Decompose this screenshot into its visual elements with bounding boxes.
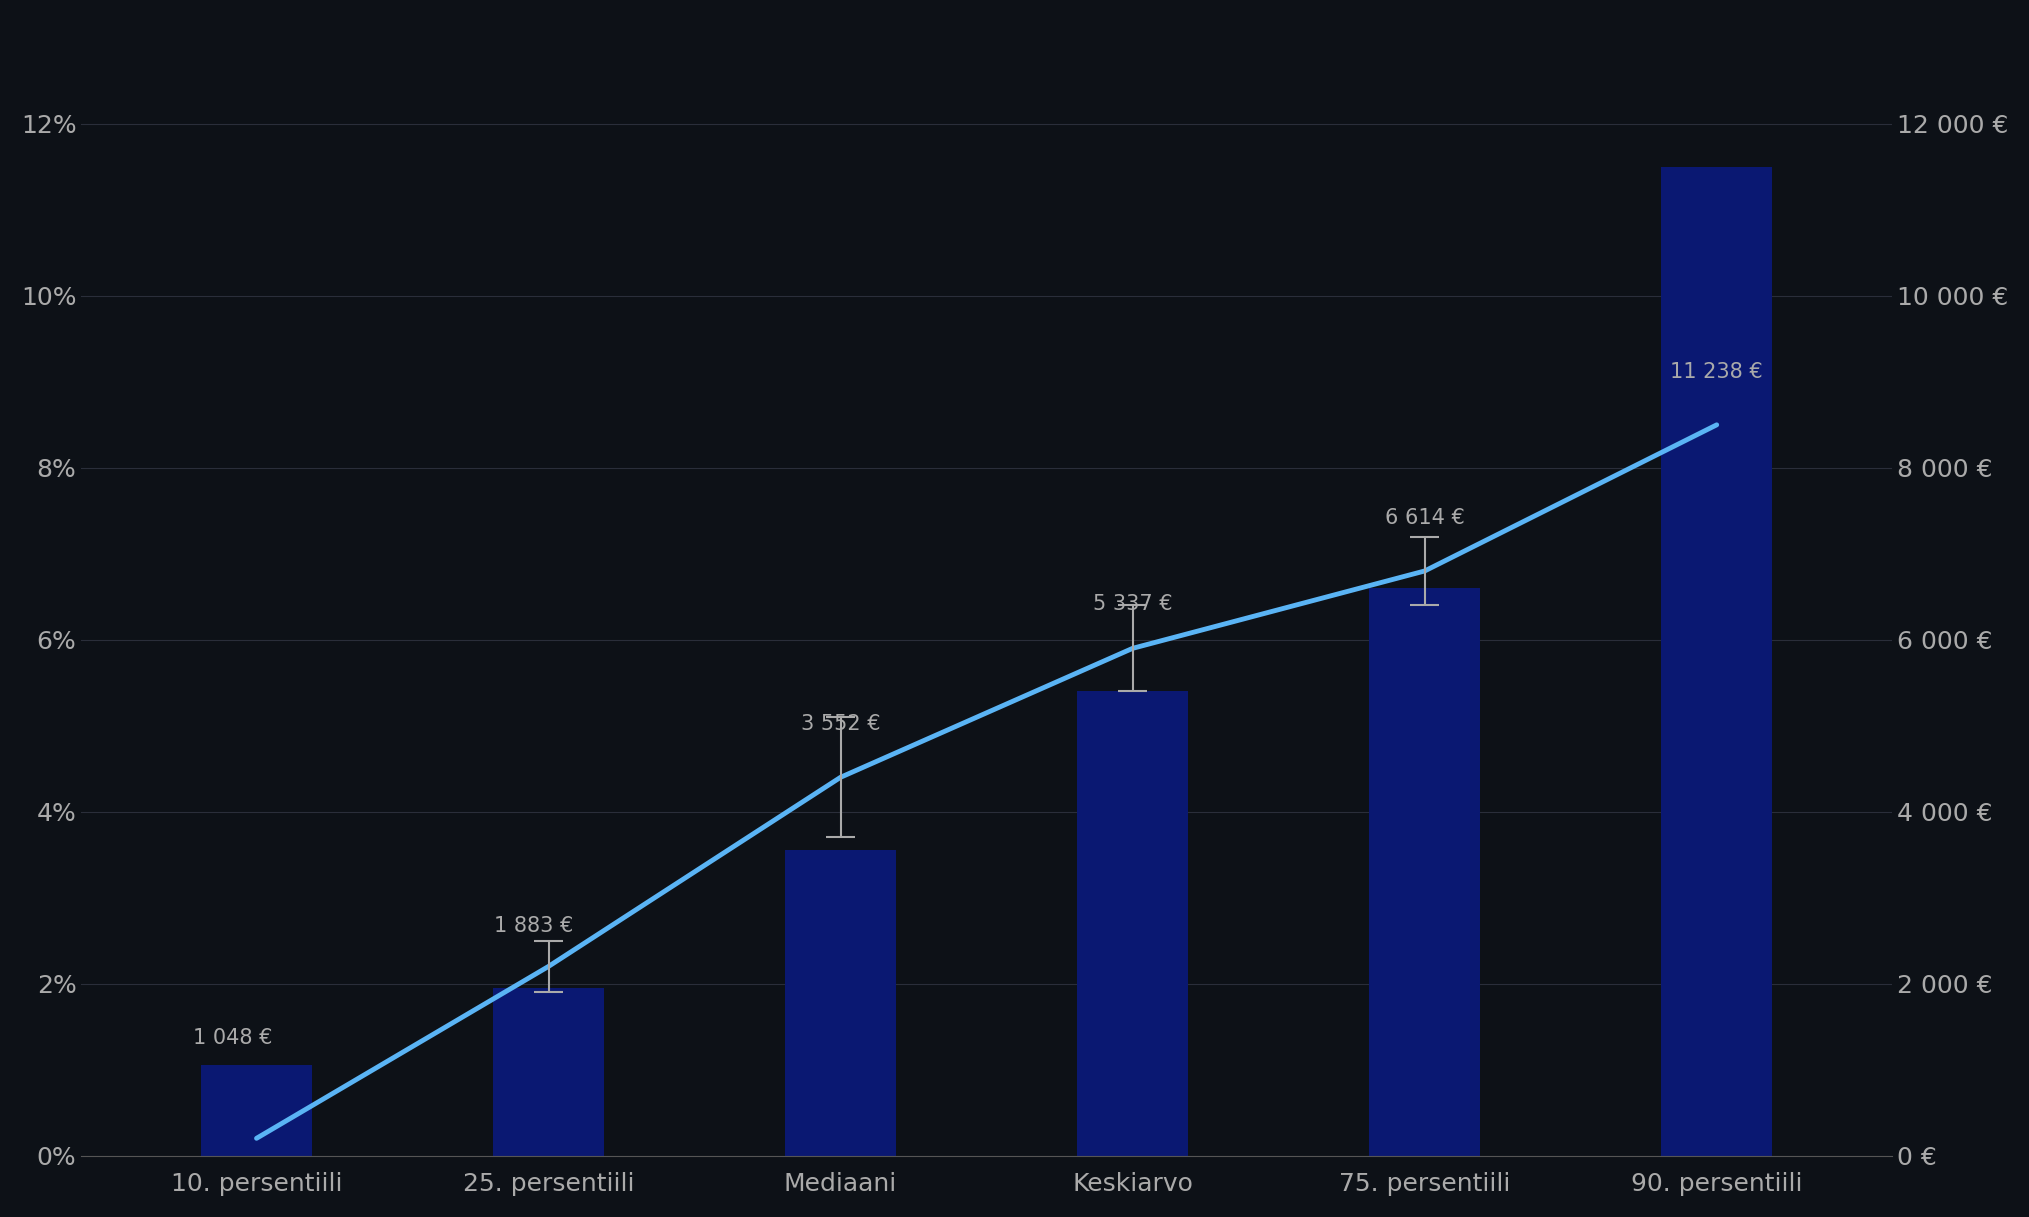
Text: 11 238 €: 11 238 € <box>1670 361 1763 382</box>
Text: 5 337 €: 5 337 € <box>1094 594 1173 613</box>
Bar <box>1370 588 1481 1155</box>
Bar <box>493 988 605 1155</box>
Text: 1 048 €: 1 048 € <box>193 1028 274 1048</box>
Text: 3 552 €: 3 552 € <box>801 714 881 734</box>
Text: 1 883 €: 1 883 € <box>495 916 574 936</box>
Bar <box>201 1065 312 1155</box>
Bar <box>1662 167 1771 1155</box>
Bar <box>1077 691 1189 1155</box>
Text: 6 614 €: 6 614 € <box>1384 507 1465 528</box>
Bar <box>785 851 897 1155</box>
